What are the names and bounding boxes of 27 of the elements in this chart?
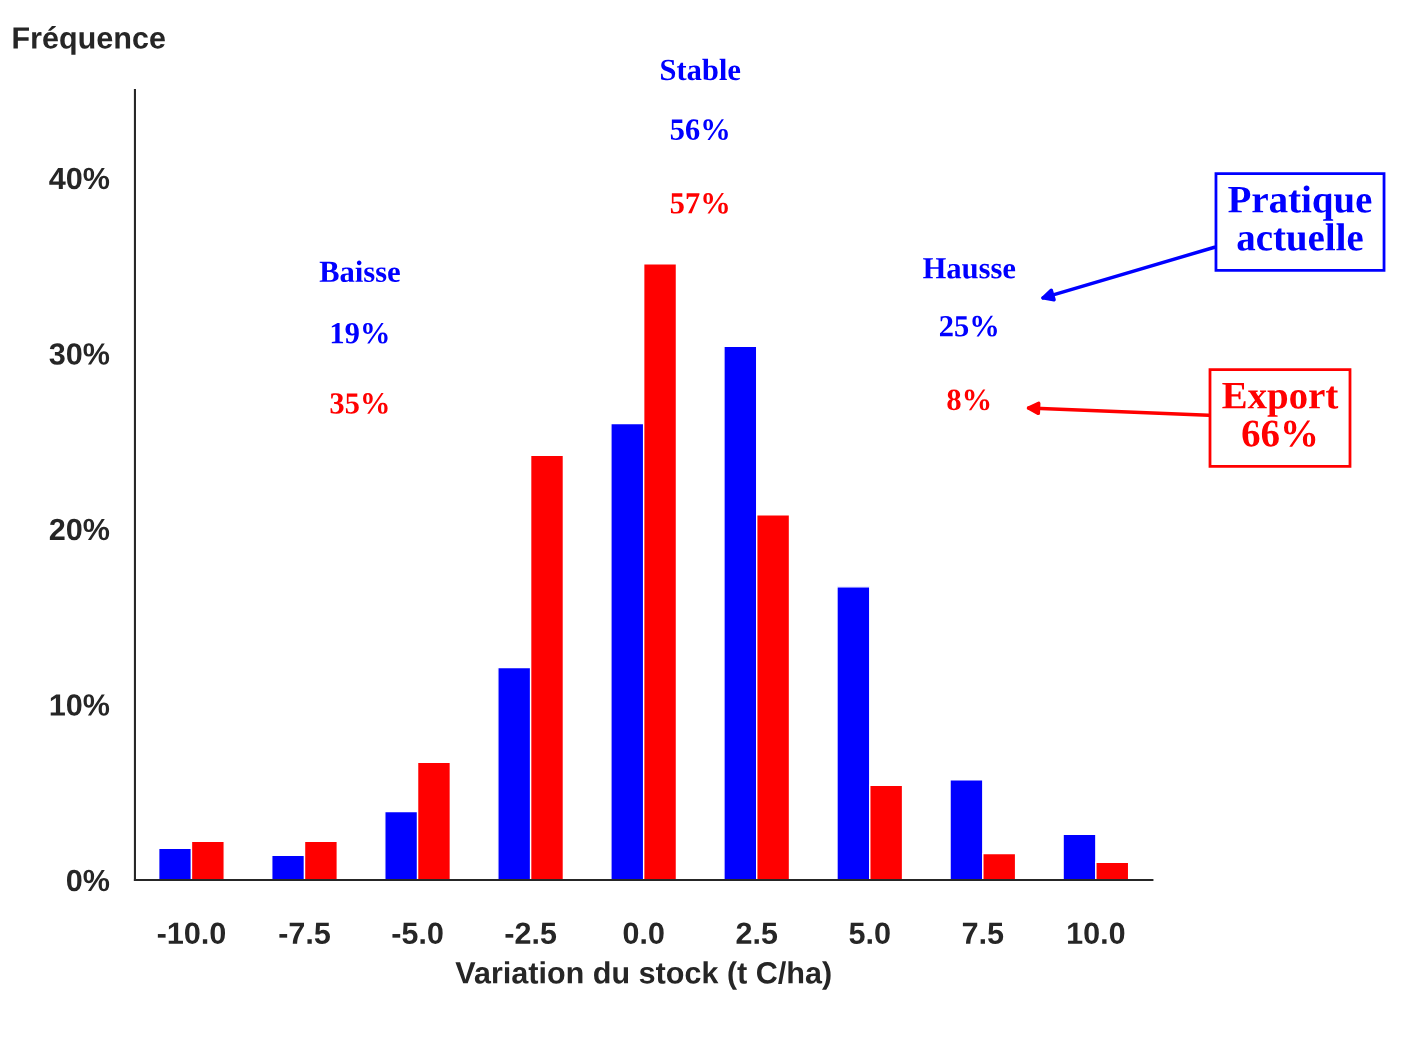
x-tick-label: -2.5	[505, 922, 557, 945]
x-tick-label: 7.5	[962, 922, 1004, 945]
x-tick-label: 10.0	[1068, 922, 1125, 945]
annotation: 8%	[947, 389, 990, 411]
annotation: 56%	[670, 119, 728, 141]
annotation: 25%	[939, 315, 997, 337]
annotation: Baisse	[319, 260, 400, 283]
x-tick-label: -10.0	[157, 922, 226, 945]
annotation: 57%	[670, 193, 728, 214]
annotation: 19%	[331, 322, 388, 344]
annotation: 35%	[330, 393, 388, 414]
x-tick-label: 0.0	[623, 922, 664, 945]
x-tick-label: -7.5	[279, 922, 330, 945]
y-tick-label: 40%	[49, 167, 110, 190]
y-tick-label: 20%	[49, 518, 110, 541]
annotation: Hausse	[923, 258, 1016, 279]
legend-label: Export 66%	[1222, 382, 1339, 447]
text: Pratique actuelle	[1228, 185, 1372, 251]
y-tick-label: 30%	[49, 343, 110, 365]
y-tick-label: 0%	[66, 869, 110, 892]
y-axis-title: Fréquence	[13, 26, 165, 55]
x-axis-title: Variation du stock (t C/ha)	[455, 961, 831, 990]
text: Stable	[661, 58, 741, 81]
x-tick-label: -5.0	[392, 922, 443, 945]
x-tick-label: 5.0	[849, 922, 890, 945]
y-tick-label: 10%	[50, 694, 110, 716]
x-tick-label: 2.5	[736, 922, 778, 945]
